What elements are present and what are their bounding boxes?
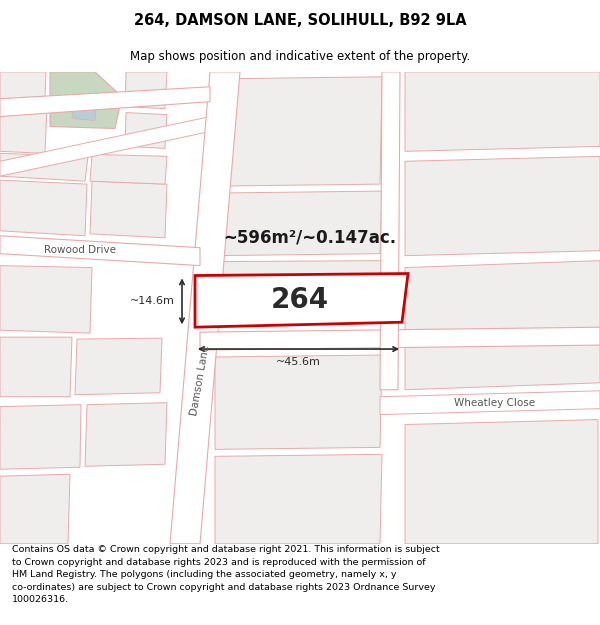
Polygon shape xyxy=(0,337,72,397)
Polygon shape xyxy=(75,338,162,395)
Text: Map shows position and indicative extent of the property.: Map shows position and indicative extent… xyxy=(130,49,470,62)
Polygon shape xyxy=(90,154,167,184)
Polygon shape xyxy=(380,72,400,390)
Text: Wheatley Close: Wheatley Close xyxy=(454,398,536,408)
Polygon shape xyxy=(50,72,122,129)
Polygon shape xyxy=(405,156,600,256)
Polygon shape xyxy=(195,274,408,327)
Polygon shape xyxy=(0,153,88,181)
Text: Contains OS data © Crown copyright and database right 2021. This information is : Contains OS data © Crown copyright and d… xyxy=(12,546,440,604)
Polygon shape xyxy=(0,236,200,266)
Polygon shape xyxy=(85,402,167,466)
Polygon shape xyxy=(72,97,97,121)
Polygon shape xyxy=(215,454,382,544)
Text: Damson Lane: Damson Lane xyxy=(189,344,211,416)
Polygon shape xyxy=(380,391,600,414)
Polygon shape xyxy=(215,261,382,325)
Polygon shape xyxy=(0,474,70,544)
Polygon shape xyxy=(0,404,81,469)
Text: ~14.6m: ~14.6m xyxy=(130,296,175,306)
Polygon shape xyxy=(405,261,600,390)
Polygon shape xyxy=(405,72,600,151)
Text: 264, DAMSON LANE, SOLIHULL, B92 9LA: 264, DAMSON LANE, SOLIHULL, B92 9LA xyxy=(134,12,466,28)
Polygon shape xyxy=(0,180,87,236)
Text: Rowood Drive: Rowood Drive xyxy=(44,245,116,255)
Text: ~596m²/~0.147ac.: ~596m²/~0.147ac. xyxy=(223,229,397,247)
Polygon shape xyxy=(125,112,167,148)
Polygon shape xyxy=(170,72,240,544)
Polygon shape xyxy=(405,419,598,544)
Polygon shape xyxy=(200,327,600,350)
Text: 264: 264 xyxy=(271,286,329,314)
Polygon shape xyxy=(0,87,210,117)
Polygon shape xyxy=(125,72,167,109)
Polygon shape xyxy=(215,191,382,256)
Polygon shape xyxy=(0,107,47,153)
Polygon shape xyxy=(0,117,210,176)
Polygon shape xyxy=(215,77,382,186)
Polygon shape xyxy=(0,266,92,333)
Polygon shape xyxy=(0,72,46,100)
Polygon shape xyxy=(215,355,382,449)
Polygon shape xyxy=(90,181,167,238)
Text: ~45.6m: ~45.6m xyxy=(275,357,320,367)
